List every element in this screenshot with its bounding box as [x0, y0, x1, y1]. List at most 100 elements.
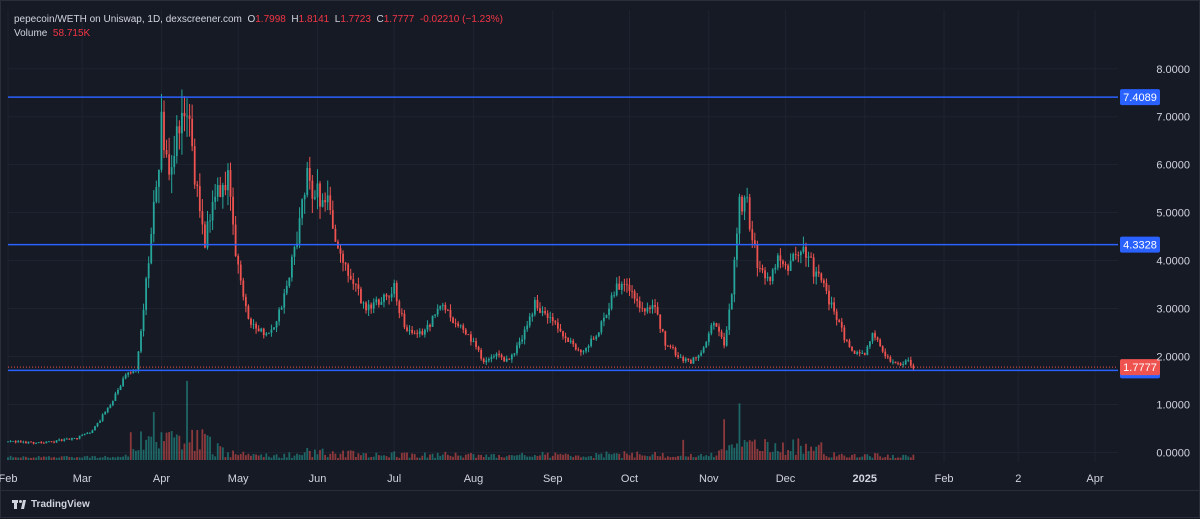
volume-bar	[628, 455, 631, 460]
volume-bar	[175, 434, 178, 460]
high-label: H	[291, 14, 299, 25]
volume-bar	[746, 441, 749, 460]
volume-bar	[224, 457, 227, 460]
volume-bar	[88, 457, 91, 460]
volume-bar	[899, 457, 902, 460]
candle-body	[730, 294, 733, 310]
candle-body	[211, 201, 214, 221]
time-axis[interactable]: Feb Mar Apr May Jun Jul Aug Sep Oct Nov Dec 2025 Feb…	[0, 473, 1104, 485]
close-value: 1.7777	[383, 14, 415, 25]
candle-body	[324, 200, 327, 203]
level-price-tag	[1120, 236, 1160, 253]
volume-bar	[549, 457, 552, 460]
candle-body	[71, 438, 73, 440]
candle-body	[216, 185, 219, 197]
candle-body	[191, 118, 194, 147]
candle-body	[743, 197, 746, 212]
volume-bar	[150, 436, 153, 460]
candle-body	[418, 331, 421, 334]
candle-body	[733, 259, 736, 295]
volume-bar	[71, 456, 73, 460]
candle-body	[78, 435, 81, 439]
volume-bar	[615, 453, 618, 460]
candle-body	[700, 352, 703, 356]
candle-body	[677, 355, 679, 358]
candle-body	[626, 284, 628, 286]
volume-bar	[244, 455, 247, 460]
volume-bar	[365, 453, 367, 460]
volume-label[interactable]: Volume	[14, 28, 48, 39]
volume-bar	[879, 456, 882, 460]
volume-bar	[631, 452, 633, 460]
volume-bar	[25, 456, 27, 460]
candle-body	[687, 358, 690, 361]
volume-bar	[641, 455, 644, 460]
volume-bar	[273, 455, 275, 460]
volume-bar	[907, 456, 910, 460]
volume-bar	[372, 456, 375, 460]
volume-bar	[35, 457, 38, 460]
volume-bar	[894, 457, 897, 460]
volume-bar	[897, 457, 899, 460]
candle-body	[444, 304, 447, 310]
volume-bar	[728, 445, 731, 460]
volume-bar	[421, 455, 424, 460]
candle-body	[707, 333, 710, 343]
volume-bar	[198, 449, 201, 460]
candle-body	[756, 244, 759, 268]
volume-bar	[40, 457, 43, 460]
candle-body	[459, 325, 462, 327]
volume-bar	[188, 442, 191, 460]
volume-bar	[163, 441, 165, 460]
candle-body	[585, 347, 587, 352]
price-tick-label: 7.0000	[1156, 112, 1190, 124]
candle-body	[301, 199, 304, 219]
candle-body	[73, 438, 76, 439]
candle-body	[692, 357, 695, 364]
candle-body	[884, 351, 887, 357]
candle-body	[30, 441, 32, 443]
volume-bar	[710, 452, 713, 460]
candle-body	[697, 355, 700, 359]
volume-bar	[301, 455, 304, 460]
volume-bar	[78, 457, 81, 460]
candle-body	[666, 345, 669, 347]
candle-body	[247, 306, 250, 319]
time-tick-label: Apr	[1086, 473, 1103, 485]
candle-body	[255, 324, 257, 329]
candle-body	[173, 156, 176, 168]
volume-bar	[170, 431, 173, 460]
volume-bar	[597, 454, 600, 460]
tradingview-logo[interactable]: TradingView	[12, 499, 90, 510]
candle-body	[168, 154, 171, 175]
time-tick-label: Jul	[387, 473, 401, 485]
volume-bar	[475, 457, 477, 460]
volume-bar	[912, 454, 915, 460]
price-tick-label: 0.0000	[1156, 447, 1190, 459]
volume-bar	[730, 444, 733, 460]
volume-bar	[196, 430, 199, 460]
time-tick-label: Apr	[153, 473, 170, 485]
price-axis[interactable]: 8.0000 7.0000 6.0000 5.0000 4.0000 3.0000 2.00…	[1156, 64, 1190, 460]
candle-body	[86, 433, 89, 435]
candle-body	[147, 263, 150, 279]
volume-bar	[610, 454, 613, 460]
candle-body	[40, 442, 43, 443]
open-value: 1.7998	[255, 14, 286, 25]
candle-body	[117, 389, 119, 394]
volume-bar	[94, 456, 96, 460]
volume-bar	[580, 457, 582, 460]
volume-bar	[229, 457, 232, 460]
candle-body	[349, 275, 352, 280]
volume-bar	[436, 452, 439, 460]
volume-bar	[140, 431, 142, 460]
candle-body	[464, 329, 467, 335]
last-price-label: 1.7777	[1123, 362, 1157, 374]
volume-bar	[748, 440, 751, 460]
time-tick-label: Aug	[464, 473, 484, 485]
candle-body	[426, 324, 429, 330]
time-tick-label: Feb	[0, 473, 17, 485]
symbol-title[interactable]: pepecoin/WETH on Uniswap, 1D, dexscreene…	[14, 14, 242, 25]
